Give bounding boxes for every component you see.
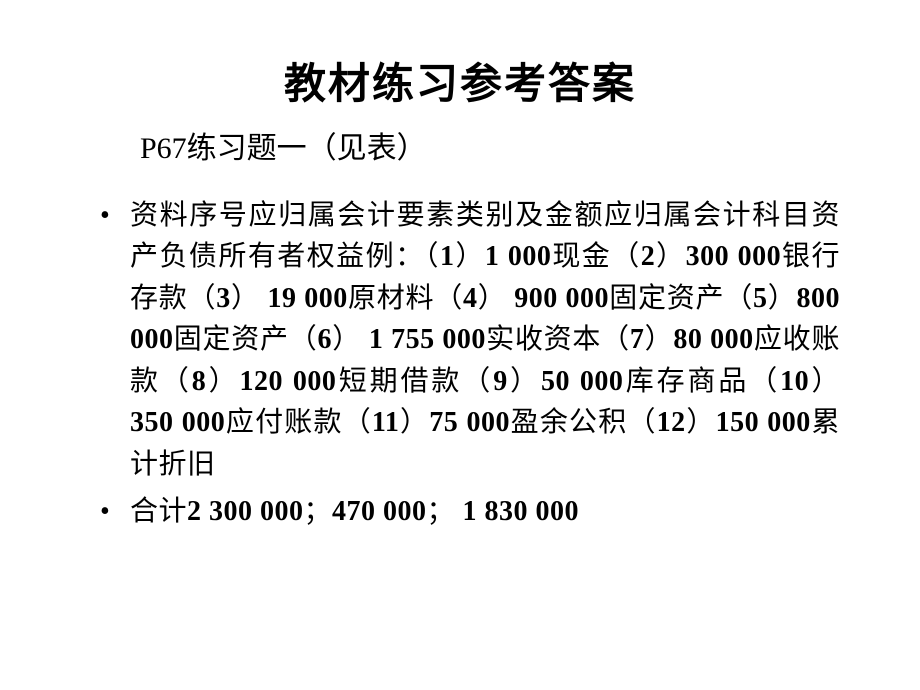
bold-text-run: 2 300 000 [187,496,304,527]
bold-text-run: 2 [641,241,656,272]
text-run: ） [332,324,369,355]
text-run: ； [304,496,333,527]
text-run: 应付账款（ [225,407,372,438]
bold-text-run: 19 000 [268,283,348,314]
text-run: 盈余公积（ [510,407,657,438]
text-run: ） [399,407,429,438]
bullet-item: 合计2 300 000；470 000； 1 830 000 [100,491,840,532]
text-run: 现金（ [551,241,640,272]
bold-text-run: 1 830 000 [455,496,579,527]
bold-text-run: 11 [372,407,399,438]
text-run: ） [455,241,485,272]
bullet-item: 资料序号应归属会计要素类别及金额应归属会计科目资产负债所有者权益例：（1）1 0… [100,195,840,485]
text-run: 合计 [130,496,187,527]
bold-text-run: 6 [318,324,333,355]
slide-title: 教材练习参考答案 [60,50,860,111]
bold-text-run: 150 000 [716,407,811,438]
bold-text-run: 4 [463,283,478,314]
bold-text-run: 75 000 [429,407,510,438]
bold-text-run: 900 000 [514,283,609,314]
text-run: 固定资产（ [609,283,753,314]
bold-text-run: 12 [657,407,686,438]
bold-text-run: 8 [192,366,207,397]
text-run: ） [767,283,796,314]
bold-text-run: 5 [753,283,768,314]
text-run: ； [427,496,456,527]
bold-text-run: 1 000 [485,241,551,272]
text-run: 实收资本（ [486,324,630,355]
bold-text-run: 1 [440,241,455,272]
bold-text-run: 120 000 [240,366,337,397]
bold-text-run: 10 [780,366,809,397]
text-run: ） [508,366,541,397]
text-run: 固定资产（ [174,324,318,355]
bold-text-run: 3 [216,283,231,314]
bold-text-run: 350 000 [130,407,225,438]
bold-text-run: 7 [630,324,645,355]
bullet-list: 资料序号应归属会计要素类别及金额应归属会计科目资产负债所有者权益例：（1）1 0… [60,195,860,533]
bold-text-run: 80 000 [673,324,753,355]
text-run: ） [809,366,840,397]
text-run: 原材料（ [348,283,463,314]
bold-text-run: 9 [493,366,508,397]
text-run: ） [477,283,514,314]
text-run: 短期借款（ [336,366,493,397]
text-run: ） [686,407,716,438]
text-run: ） [644,324,673,355]
bold-text-run: 300 000 [686,241,781,272]
slide-subtitle: P67练习题一（见表） [140,123,860,167]
text-run: ） [231,283,268,314]
bold-text-run: 1 755 000 [369,324,486,355]
text-run: ） [206,366,239,397]
text-run: ） [655,241,685,272]
bold-text-run: 470 000 [332,496,427,527]
bold-text-run: 50 000 [541,366,623,397]
text-run: 库存商品（ [623,366,780,397]
